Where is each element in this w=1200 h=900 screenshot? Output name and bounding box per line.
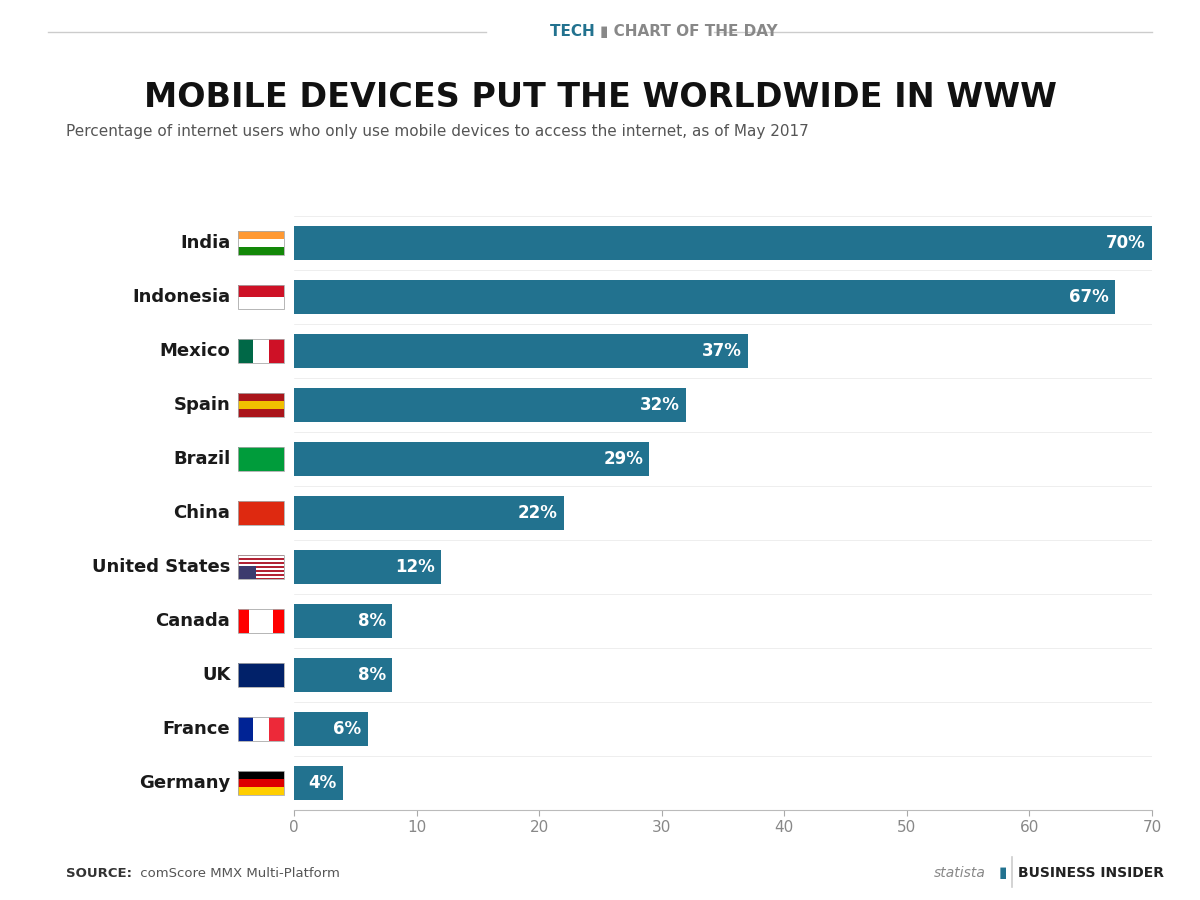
Bar [238,778,284,788]
Bar [294,334,748,368]
Text: Indonesia: Indonesia [132,288,230,306]
Text: statista: statista [934,866,985,880]
Bar [294,604,392,638]
Bar [238,446,284,472]
Bar [238,561,284,562]
Bar [238,566,257,580]
Text: 67%: 67% [1069,288,1109,306]
Text: BUSINESS INSIDER: BUSINESS INSIDER [1018,866,1164,880]
Bar [238,788,284,796]
Bar [238,570,284,572]
Bar [238,500,284,526]
Bar [238,410,284,418]
Bar [294,226,1152,260]
Text: 22%: 22% [517,504,558,522]
Bar [238,297,284,310]
Bar [238,770,284,778]
Bar [238,716,253,742]
Bar [238,558,284,561]
Text: China: China [173,504,230,522]
Bar [238,578,284,580]
Bar [238,716,284,742]
Text: TECH: TECH [550,24,600,39]
Text: SOURCE:: SOURCE: [66,868,132,880]
Bar [238,573,284,576]
Bar [238,608,284,634]
Bar [238,576,284,578]
Bar [238,572,284,573]
Text: 12%: 12% [395,558,434,576]
Text: France: France [163,720,230,738]
Bar [238,554,284,556]
Text: 32%: 32% [641,396,680,414]
Text: 29%: 29% [604,450,643,468]
Text: Percentage of internet users who only use mobile devices to access the internet,: Percentage of internet users who only us… [66,124,809,140]
Text: Mexico: Mexico [160,342,230,360]
Bar [238,554,284,580]
Bar [238,392,284,400]
Bar [238,556,284,558]
Bar [238,568,284,570]
Text: 37%: 37% [702,342,742,360]
Bar [272,608,284,634]
Bar [269,716,284,742]
Bar [238,338,284,364]
Bar [238,564,284,566]
Bar [294,658,392,692]
Text: comScore MMX Multi-Platform: comScore MMX Multi-Platform [136,868,340,880]
Bar [238,284,284,297]
Text: 4%: 4% [308,774,337,792]
Text: MOBILE DEVICES PUT THE WORLDWIDE IN WWW: MOBILE DEVICES PUT THE WORLDWIDE IN WWW [144,81,1056,114]
Bar [253,338,269,364]
Bar [238,662,284,688]
Bar [238,230,284,238]
Bar [294,280,1115,314]
Text: Brazil: Brazil [173,450,230,468]
Text: United States: United States [92,558,230,576]
Text: 8%: 8% [358,612,386,630]
Text: 70%: 70% [1106,234,1146,252]
Bar [294,766,343,800]
Bar [238,562,284,564]
Bar [238,284,284,310]
Bar [238,230,284,256]
Text: 8%: 8% [358,666,386,684]
Text: India: India [180,234,230,252]
Bar [294,712,367,746]
Bar [238,770,284,796]
Bar [238,500,284,526]
Bar [238,608,250,634]
Bar [238,248,284,256]
Bar [294,550,442,584]
Bar [294,496,564,530]
Bar [253,716,269,742]
Bar [269,338,284,364]
Text: 6%: 6% [334,720,361,738]
Bar [294,442,649,476]
Bar [238,446,284,472]
Bar [294,388,686,422]
Text: ▮ CHART OF THE DAY: ▮ CHART OF THE DAY [600,24,778,39]
Bar [238,392,284,418]
Text: UK: UK [202,666,230,684]
Bar [238,338,253,364]
Bar [238,238,284,248]
Bar [250,608,272,634]
Text: Canada: Canada [156,612,230,630]
Text: ▮: ▮ [998,865,1007,880]
Bar [238,566,284,568]
Bar [238,662,284,688]
Text: Germany: Germany [139,774,230,792]
Bar [238,400,284,410]
Text: Spain: Spain [174,396,230,414]
